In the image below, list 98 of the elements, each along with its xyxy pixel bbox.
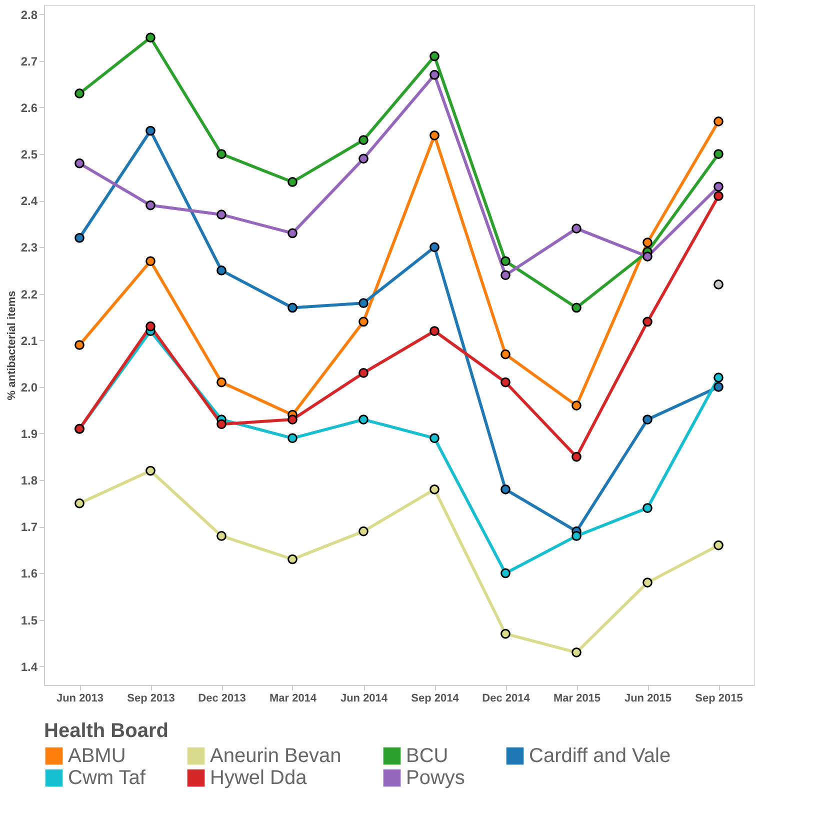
point <box>74 88 84 98</box>
legend-title: Health Board <box>44 720 168 742</box>
point <box>500 349 510 360</box>
y-tick-label: 1.4 <box>20 660 38 674</box>
point <box>146 466 156 476</box>
point <box>714 540 724 550</box>
point <box>358 316 368 327</box>
point <box>216 266 226 276</box>
y-tick-label: 1.5 <box>20 613 38 628</box>
x-tick-label: Mar 2015 <box>553 692 601 704</box>
point <box>500 377 510 388</box>
point <box>430 326 440 336</box>
point <box>642 414 652 424</box>
point <box>572 452 582 462</box>
y-tick-label: 2.5 <box>20 148 38 162</box>
point <box>146 32 156 43</box>
x-tick-label: Sep 2013 <box>127 692 175 704</box>
point <box>146 126 156 136</box>
point <box>430 70 440 80</box>
point <box>74 340 84 350</box>
point <box>358 368 368 378</box>
point <box>74 158 84 168</box>
y-tick-label: 2.1 <box>20 334 38 348</box>
x-tick-label: Jun 2014 <box>340 692 388 704</box>
x-tick-label: Sep 2014 <box>411 692 460 704</box>
point <box>288 414 298 424</box>
point <box>358 135 368 145</box>
point <box>288 554 298 564</box>
y-tick-label: 2.0 <box>20 380 38 394</box>
point <box>714 382 724 392</box>
y-tick-label: 1.9 <box>20 426 38 441</box>
point <box>216 149 226 159</box>
y-tick-label: 1.6 <box>20 566 38 581</box>
x-tick-label: Dec 2014 <box>482 692 531 704</box>
point <box>358 414 368 424</box>
point <box>500 484 510 494</box>
point <box>714 116 724 126</box>
point <box>572 531 582 541</box>
y-tick-label: 2.8 <box>20 8 38 22</box>
legend-label: BCU <box>406 745 448 767</box>
legend-label: ABMU <box>68 745 126 767</box>
y-tick-label: 2.7 <box>20 54 38 68</box>
y-tick-label: 1.8 <box>20 474 38 488</box>
point <box>358 154 368 164</box>
point <box>572 224 582 234</box>
x-tick-label: Mar 2014 <box>269 692 318 704</box>
point <box>572 400 582 410</box>
y-tick-label: 2.3 <box>20 240 38 255</box>
point <box>430 242 440 252</box>
point <box>714 182 724 192</box>
point <box>288 177 298 187</box>
x-tick-label: Jun 2013 <box>56 692 104 704</box>
point <box>430 51 440 62</box>
point <box>146 321 156 332</box>
point <box>216 419 226 430</box>
y-tick-label: 1.7 <box>20 520 38 534</box>
point <box>430 130 440 140</box>
point <box>288 302 298 313</box>
point <box>642 578 652 588</box>
legend-label: Powys <box>406 767 465 789</box>
point <box>288 433 298 444</box>
point <box>500 568 510 578</box>
point <box>74 232 84 243</box>
y-tick-label: 2.6 <box>20 100 38 115</box>
legend-label: Aneurin Bevan <box>210 745 342 767</box>
y-tick-label: 2.4 <box>20 194 38 208</box>
point <box>642 252 652 262</box>
point <box>500 256 510 266</box>
point <box>572 647 582 658</box>
point <box>714 191 724 201</box>
point <box>642 503 652 513</box>
point <box>714 372 724 383</box>
point <box>500 628 510 639</box>
point <box>430 433 440 444</box>
y-axis-title: % antibacterial items <box>6 290 18 400</box>
point <box>430 484 440 494</box>
legend-label: Cardiff and Vale <box>529 745 671 767</box>
point <box>288 228 298 238</box>
point <box>642 238 652 248</box>
point <box>216 531 226 541</box>
legend-label: Cwm Taf <box>68 767 146 789</box>
legend-label: Hywel Dda <box>210 767 308 789</box>
y-tick-label: 2.2 <box>20 287 38 302</box>
point <box>572 302 582 313</box>
point <box>714 149 724 159</box>
point <box>74 498 84 508</box>
x-tick-label: Dec 2013 <box>198 692 246 704</box>
point <box>146 200 156 210</box>
point <box>146 256 156 266</box>
point <box>358 298 368 308</box>
x-tick-label: Jun 2015 <box>624 692 672 704</box>
x-tick-label: Sep 2015 <box>695 692 743 704</box>
point <box>714 280 724 290</box>
point <box>642 316 652 327</box>
point <box>500 270 510 280</box>
point <box>216 377 226 388</box>
point <box>216 210 226 220</box>
point <box>358 526 368 536</box>
